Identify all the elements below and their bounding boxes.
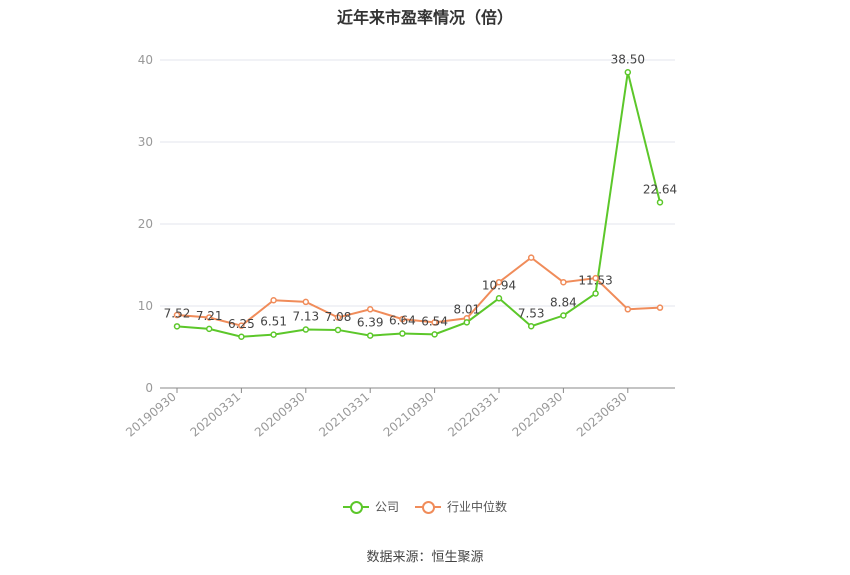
y-tick-label: 20 — [138, 217, 153, 231]
legend: 公司 行业中位数 — [0, 498, 850, 515]
x-tick-label: 20220331 — [445, 390, 501, 440]
x-tick-label: 20230630 — [574, 390, 630, 440]
data-point — [656, 304, 664, 311]
data-point — [592, 274, 599, 282]
data-point — [334, 326, 342, 334]
data-labels: 7.52 7.21 6.25 6.51 7.13 7.08 6.39 6.64 6.54 8.01… — [164, 52, 678, 330]
data-point — [238, 333, 245, 340]
data-point — [431, 319, 438, 326]
legend-item-industry-median[interactable]: 行业中位数 — [415, 498, 507, 515]
data-point — [366, 332, 374, 339]
data-label: 6.51 — [260, 315, 287, 329]
data-point — [527, 323, 535, 330]
data-point — [173, 323, 181, 330]
x-tick-label: 20200930 — [252, 390, 308, 440]
data-point — [495, 295, 503, 302]
line-chart: 0 10 20 30 40 20190930 20200331 20200930 2021033… — [123, 52, 678, 440]
data-label: 6.54 — [421, 314, 448, 328]
legend-line-icon — [342, 500, 369, 514]
data-point — [560, 278, 567, 286]
axes: 0 10 20 30 40 20190930 20200331 20200930 2021033… — [123, 53, 675, 440]
series-points — [173, 69, 664, 340]
data-label: 7.53 — [518, 306, 545, 320]
data-label: 7.08 — [325, 310, 352, 324]
y-tick-label: 10 — [138, 299, 153, 313]
legend-item-company[interactable]: 公司 — [342, 498, 399, 515]
legend-label-company: 公司 — [374, 500, 399, 514]
data-point — [624, 69, 632, 76]
legend-line-icon — [415, 500, 441, 514]
x-tick-label: 20210930 — [381, 390, 437, 440]
data-point — [592, 290, 599, 297]
data-label: 8.01 — [453, 302, 480, 316]
data-point — [334, 314, 342, 321]
y-tick-label: 30 — [138, 135, 153, 149]
data-label: 22.64 — [643, 182, 677, 196]
data-point — [463, 319, 471, 326]
data-point — [205, 314, 213, 321]
data-label: 7.13 — [292, 310, 319, 324]
data-point — [624, 306, 632, 313]
data-point — [656, 199, 664, 206]
data-point — [205, 325, 213, 333]
data-label: 6.25 — [228, 317, 255, 331]
series-line — [176, 72, 661, 338]
x-tick-label: 20210331 — [316, 390, 372, 440]
x-tick-label: 20220930 — [510, 390, 566, 440]
data-label: 6.64 — [389, 314, 416, 328]
data-point — [173, 311, 181, 319]
y-tick-label: 40 — [138, 53, 153, 67]
x-tick-label: 20190930 — [123, 390, 179, 440]
data-point — [399, 315, 406, 323]
data-point — [270, 297, 277, 304]
data-point — [270, 331, 277, 338]
y-tick-label: 0 — [145, 381, 153, 395]
data-label: 6.39 — [357, 316, 384, 330]
chart-title: 近年来市盈率情况（倍） — [336, 8, 513, 27]
data-point — [560, 312, 567, 319]
grid-lines — [160, 59, 675, 307]
data-label: 7.21 — [196, 309, 223, 323]
data-label: 7.52 — [164, 306, 191, 320]
data-point — [238, 322, 245, 329]
data-point — [366, 306, 374, 313]
series-line — [176, 256, 661, 327]
data-point — [399, 330, 406, 337]
legend-label-industry-median: 行业中位数 — [447, 500, 508, 514]
data-point — [302, 326, 310, 333]
data-label: 38.50 — [611, 52, 645, 66]
data-source: 数据来源：恒生聚源 — [366, 550, 484, 565]
data-point — [431, 331, 438, 338]
data-label: 11.53 — [578, 273, 612, 287]
data-label: 8.84 — [550, 296, 577, 310]
data-point — [302, 298, 310, 306]
data-point — [495, 278, 503, 286]
series-lines — [176, 72, 661, 338]
data-label: 10.94 — [482, 278, 516, 292]
x-tick-label: 20200331 — [188, 390, 244, 440]
data-point — [527, 254, 535, 261]
